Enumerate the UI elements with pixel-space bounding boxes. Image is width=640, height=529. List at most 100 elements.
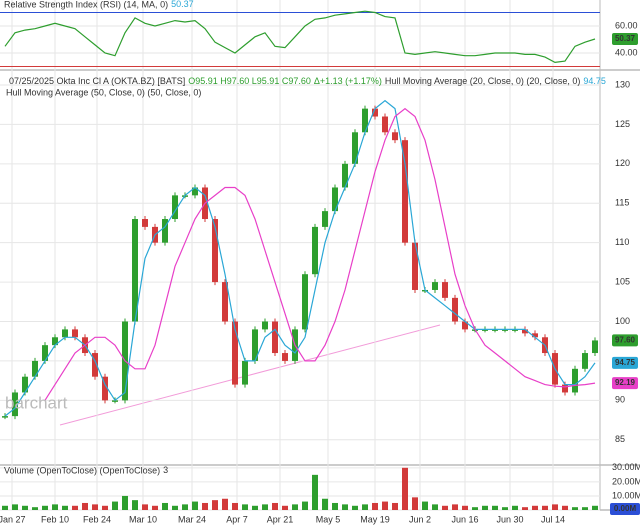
- y-tick-label: 125: [615, 119, 630, 129]
- price-tag-label: 97.60: [615, 336, 636, 345]
- volume-bar: [302, 501, 308, 510]
- candle-body: [172, 195, 178, 220]
- candle-body: [72, 329, 78, 338]
- volume-title: Volume (OpenToClose) (OpenToClose) 3: [4, 465, 168, 475]
- rsi-title: Relative Strength Index (RSI) (14, MA, 0…: [4, 0, 194, 9]
- candle-body: [92, 353, 98, 377]
- price-tag: [612, 356, 638, 369]
- volume-bar: [522, 507, 528, 510]
- candle-body: [282, 353, 288, 361]
- volume-bar: [82, 502, 88, 510]
- x-tick-label: Apr 7: [226, 514, 248, 524]
- hull-ma-line: [44, 107, 596, 401]
- candle-body: [22, 376, 28, 393]
- y-tick-label: 115: [615, 198, 629, 208]
- rsi-line: [4, 10, 596, 64]
- x-tick-label: Jun 2: [409, 514, 431, 524]
- volume-bar: [402, 467, 408, 510]
- volume-bar: [292, 504, 298, 510]
- candle-body: [262, 321, 268, 330]
- candle-body: [62, 329, 68, 338]
- candle-body: [332, 187, 338, 212]
- volume-tag: [610, 503, 640, 515]
- volume-bar: [132, 500, 138, 510]
- volume-bar: [192, 501, 198, 510]
- price-tag-label: 92.19: [615, 378, 636, 387]
- volume-bar: [22, 505, 28, 510]
- x-tick-label: Jun 30: [496, 514, 523, 524]
- volume-bar: [312, 474, 318, 510]
- volume-bar: [102, 505, 108, 510]
- volume-bar: [42, 505, 48, 510]
- header-part: Δ+1.13 (+1.17%): [314, 76, 382, 86]
- candle-body: [362, 108, 368, 133]
- y-tick-label: 60.00: [615, 20, 638, 30]
- y-tick-label: 110: [615, 237, 629, 247]
- y-tick-label: 10.00M: [612, 490, 640, 500]
- volume-bar: [142, 504, 148, 510]
- x-tick-label: Jul 14: [541, 514, 565, 524]
- volume-bar: [12, 504, 18, 510]
- y-tick-label: 20.00M: [612, 476, 640, 486]
- candle-body: [412, 242, 418, 290]
- candle-body: [232, 321, 238, 385]
- candle-body: [12, 392, 18, 417]
- volume-bar: [442, 505, 448, 510]
- candle-body: [322, 211, 328, 227]
- candle-body: [42, 345, 48, 361]
- candle-body: [372, 108, 378, 117]
- volume-bar: [222, 498, 228, 510]
- candle-body: [192, 187, 198, 196]
- candle-body: [492, 329, 498, 331]
- candle-body: [532, 333, 538, 338]
- candle-body: [562, 384, 568, 393]
- x-tick-label: May 19: [360, 514, 390, 524]
- candle-body: [482, 329, 488, 331]
- logo: barchart: [5, 393, 68, 412]
- price-tag: [612, 33, 638, 46]
- volume-bar: [452, 504, 458, 510]
- candle-body: [402, 140, 408, 243]
- volume-bar: [422, 501, 428, 510]
- candle-body: [312, 226, 318, 275]
- y-tick-label: 90: [615, 395, 625, 405]
- header-part: 94.75: [583, 76, 606, 86]
- volume-bar: [432, 504, 438, 510]
- volume-bar: [52, 504, 58, 510]
- y-tick-label: 40.00: [615, 47, 638, 57]
- x-tick-label: Mar 24: [178, 514, 206, 524]
- candle-body: [252, 329, 258, 361]
- volume-bar: [112, 501, 118, 510]
- candle-body: [142, 219, 148, 227]
- volume-bar: [172, 505, 178, 510]
- volume-bar: [2, 505, 8, 510]
- rsi-value: 50.37: [171, 0, 194, 9]
- y-tick-label: 30.00M: [612, 462, 640, 472]
- y-tick-label: 0.00M: [614, 504, 637, 513]
- volume-bar: [242, 504, 248, 510]
- volume-bar: [562, 505, 568, 510]
- volume-bar: [582, 507, 588, 510]
- candle-body: [32, 360, 38, 377]
- x-tick-label: Apr 21: [267, 514, 294, 524]
- volume-bar: [72, 505, 78, 510]
- candle-body: [382, 116, 388, 133]
- y-tick-label: 130: [615, 79, 630, 89]
- candle-body: [592, 340, 598, 354]
- candle-body: [222, 282, 228, 322]
- volume-bar: [552, 504, 558, 510]
- volume-bar: [372, 502, 378, 510]
- volume-bar: [32, 507, 38, 510]
- candle-body: [522, 329, 528, 334]
- volume-bar: [542, 505, 548, 510]
- candle-body: [302, 274, 308, 330]
- volume-bar: [232, 502, 238, 510]
- hull-ma-line: [4, 99, 596, 417]
- candle-body: [352, 132, 358, 164]
- x-tick-label: Feb 10: [41, 514, 69, 524]
- candle-body: [452, 297, 458, 322]
- volume-bar: [252, 505, 258, 510]
- header-part: 07/25/2025 Okta Inc Cl A (OKTA.BZ) [BATS…: [9, 76, 185, 86]
- candle-body: [272, 321, 278, 354]
- volume-bar: [462, 505, 468, 510]
